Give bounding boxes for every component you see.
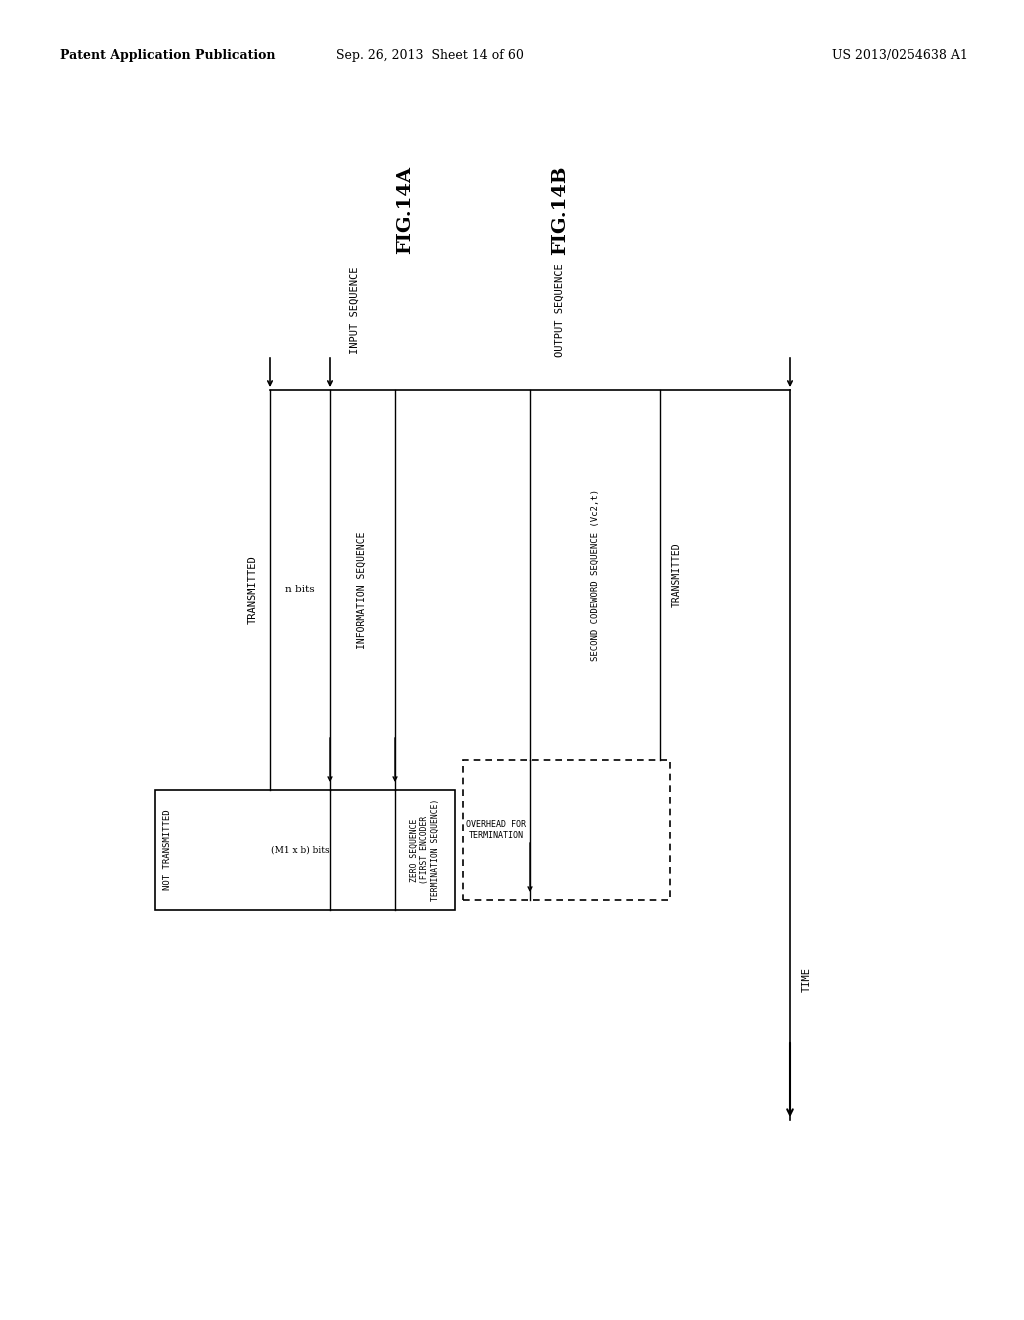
Text: ZERO SEQUENCE
(FIRST ENCODER
TERMINATION SEQUENCE): ZERO SEQUENCE (FIRST ENCODER TERMINATION…: [410, 799, 440, 902]
Text: Sep. 26, 2013  Sheet 14 of 60: Sep. 26, 2013 Sheet 14 of 60: [336, 49, 524, 62]
Text: INPUT SEQUENCE: INPUT SEQUENCE: [350, 267, 360, 354]
Text: OUTPUT SEQUENCE: OUTPUT SEQUENCE: [555, 263, 565, 356]
Text: OVERHEAD FOR
TERMINATION: OVERHEAD FOR TERMINATION: [467, 820, 526, 840]
Text: TIME: TIME: [802, 968, 812, 993]
Text: n bits: n bits: [286, 586, 314, 594]
Text: INFORMATION SEQUENCE: INFORMATION SEQUENCE: [357, 531, 367, 648]
Text: Patent Application Publication: Patent Application Publication: [60, 49, 275, 62]
Bar: [463, 760, 670, 900]
Text: FIG.14B: FIG.14B: [551, 165, 569, 255]
Bar: [155, 789, 455, 909]
Text: US 2013/0254638 A1: US 2013/0254638 A1: [833, 49, 968, 62]
Text: TRANSMITTED: TRANSMITTED: [248, 556, 258, 624]
Text: (M1 x b) bits: (M1 x b) bits: [270, 846, 330, 854]
Text: NOT TRANSMITTED: NOT TRANSMITTED: [163, 809, 171, 890]
Text: TRANSMITTED: TRANSMITTED: [672, 543, 682, 607]
Text: FIG.14A: FIG.14A: [396, 166, 414, 253]
Text: SECOND CODEWORD SEQUENCE (Vc2,t): SECOND CODEWORD SEQUENCE (Vc2,t): [591, 488, 599, 661]
